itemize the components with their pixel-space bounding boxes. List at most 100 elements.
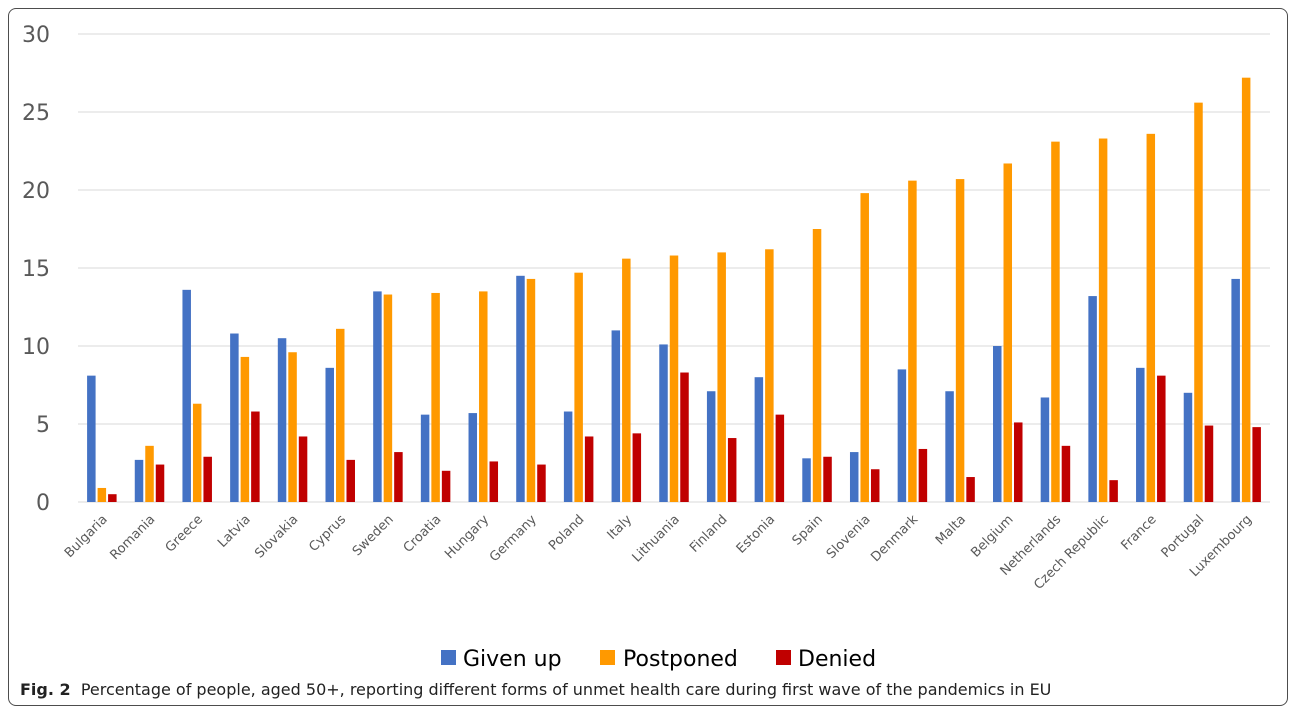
bar-denied — [966, 477, 975, 502]
bar-postponed — [479, 291, 488, 502]
y-axis: 0 5 10 15 20 25 30 — [22, 23, 50, 516]
x-tick-label: Slovenia — [824, 512, 874, 562]
bar-given-up — [420, 414, 430, 502]
bar-given-up — [516, 275, 525, 502]
y-tick-label: 30 — [22, 23, 50, 48]
bar-postponed — [431, 292, 440, 502]
x-tick-label: Finland — [687, 512, 730, 555]
bar-postponed — [1003, 163, 1013, 503]
bar-given-up — [1040, 397, 1050, 502]
bar-given-up — [993, 346, 1002, 502]
bar-denied — [775, 414, 785, 502]
gridlines — [78, 33, 1270, 503]
x-tick-label: Sweden — [350, 512, 397, 559]
y-tick-label: 0 — [36, 491, 50, 516]
bar-postponed — [908, 180, 917, 502]
x-tick-label: Latvia — [215, 512, 254, 551]
x-tick-label: Bulgaria — [62, 512, 111, 561]
bar-denied — [1061, 445, 1071, 502]
bar-denied — [632, 433, 642, 502]
bar-denied — [537, 464, 546, 502]
bar-postponed — [669, 255, 679, 502]
bar-given-up — [945, 391, 954, 502]
bar-denied — [870, 469, 880, 502]
y-tick-label: 20 — [22, 179, 50, 204]
bar-denied — [1109, 480, 1118, 502]
bar-denied — [251, 411, 260, 502]
bar-given-up — [849, 452, 859, 502]
bar-postponed — [240, 356, 250, 502]
x-tick-label: Belgium — [968, 512, 1016, 560]
legend: Given up Postponed Denied — [441, 647, 876, 672]
x-tick-label: Estonia — [734, 512, 778, 556]
bar-denied — [441, 470, 451, 502]
bar-denied — [1014, 422, 1023, 502]
y-tick-label: 15 — [22, 257, 50, 282]
x-tick-label: France — [1118, 512, 1159, 553]
bar-given-up — [706, 391, 716, 502]
bar-postponed — [717, 252, 726, 502]
x-tick-label: Romania — [108, 512, 159, 563]
bar-postponed — [1241, 77, 1251, 503]
bar-denied — [394, 452, 403, 502]
x-tick-label: Germany — [487, 512, 540, 565]
x-tick-label: Spain — [790, 512, 826, 548]
bar-denied — [346, 459, 355, 502]
bar-given-up — [468, 413, 478, 502]
bar-denied — [298, 436, 308, 502]
bar-denied — [1252, 427, 1261, 502]
bar-postponed — [383, 294, 393, 502]
bar-denied — [680, 372, 689, 502]
bar-given-up — [897, 369, 907, 502]
bar-postponed — [97, 487, 107, 502]
x-tick-label: Hungary — [442, 512, 492, 562]
bar-postponed — [335, 328, 345, 502]
x-tick-label: Greece — [163, 512, 206, 555]
bar-given-up — [134, 459, 144, 502]
x-tick-label: Italy — [605, 512, 636, 543]
x-tick-label: Malta — [933, 512, 969, 548]
legend-swatch — [776, 650, 791, 665]
bar-denied — [203, 456, 212, 502]
bar-given-up — [87, 375, 96, 502]
bar-denied — [727, 438, 737, 502]
bar-given-up — [182, 289, 191, 502]
y-tick-label: 10 — [22, 335, 50, 360]
legend-swatch — [600, 650, 615, 665]
legend-label: Given up — [463, 647, 562, 672]
bar-given-up — [1088, 296, 1097, 502]
bar-postponed — [1098, 138, 1108, 502]
bar-postponed — [622, 258, 631, 502]
figure-caption: Fig. 2 Percentage of people, aged 50+, r… — [20, 680, 1051, 699]
bar-postponed — [955, 179, 965, 502]
x-tick-label: Denmark — [868, 512, 921, 565]
bar-postponed — [812, 229, 822, 502]
bar-denied — [489, 461, 499, 502]
bar-postponed — [192, 403, 202, 502]
bar-postponed — [574, 272, 583, 502]
x-tick-label: Lithuania — [630, 512, 683, 565]
x-tick-label: Croatia — [401, 512, 445, 556]
bar-given-up — [1183, 392, 1193, 502]
bar-given-up — [802, 458, 811, 502]
x-tick-label: Cyprus — [306, 512, 349, 555]
y-tick-label: 5 — [36, 413, 50, 438]
bar-postponed — [145, 445, 154, 502]
bar-given-up — [611, 330, 621, 502]
bar-given-up — [659, 344, 668, 502]
caption-text: Percentage of people, aged 50+, reportin… — [80, 680, 1052, 699]
bar-given-up — [373, 291, 382, 502]
caption-label: Fig. 2 — [20, 680, 71, 699]
bar-given-up — [1231, 278, 1240, 502]
x-tick-label: Poland — [546, 512, 587, 553]
bar-given-up — [754, 377, 764, 502]
bars — [87, 77, 1261, 503]
bar-postponed — [1051, 141, 1060, 502]
bar-denied — [1157, 375, 1166, 502]
bar-postponed — [288, 352, 297, 502]
bar-denied — [918, 448, 928, 502]
bar-denied — [584, 436, 594, 502]
y-tick-label: 25 — [22, 101, 50, 126]
